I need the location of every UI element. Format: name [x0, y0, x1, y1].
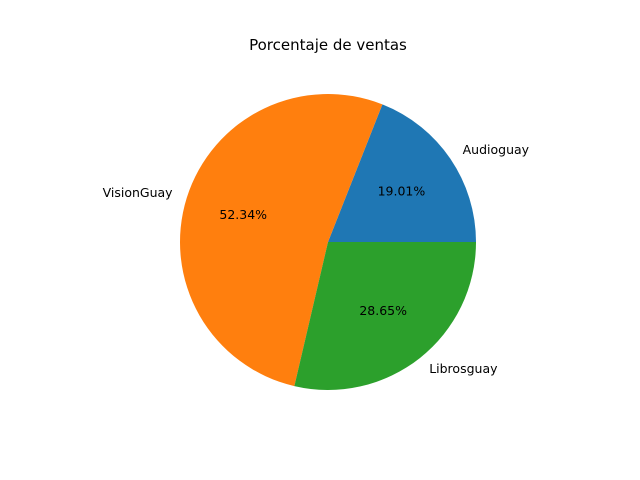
pie-slice-audioguay	[328, 104, 476, 242]
slice-percent-audioguay: 19.01%	[378, 184, 426, 199]
slice-percent-visionguay: 52.34%	[219, 207, 267, 222]
slice-label-visionguay: VisionGuay	[103, 185, 174, 200]
chart-title: Porcentaje de ventas	[249, 36, 407, 54]
slice-percent-librosguay: 28.65%	[359, 303, 407, 318]
pie-slice-librosguay	[294, 242, 477, 391]
slice-label-audioguay: Audioguay	[463, 142, 530, 157]
pie-slices	[180, 94, 477, 391]
pie-labels: Audioguay 19.01% VisionGuay 52.34% Librosgua…	[103, 142, 530, 376]
slice-label-librosguay: Librosguay	[429, 361, 498, 376]
pie-slice-visionguay	[180, 94, 383, 387]
